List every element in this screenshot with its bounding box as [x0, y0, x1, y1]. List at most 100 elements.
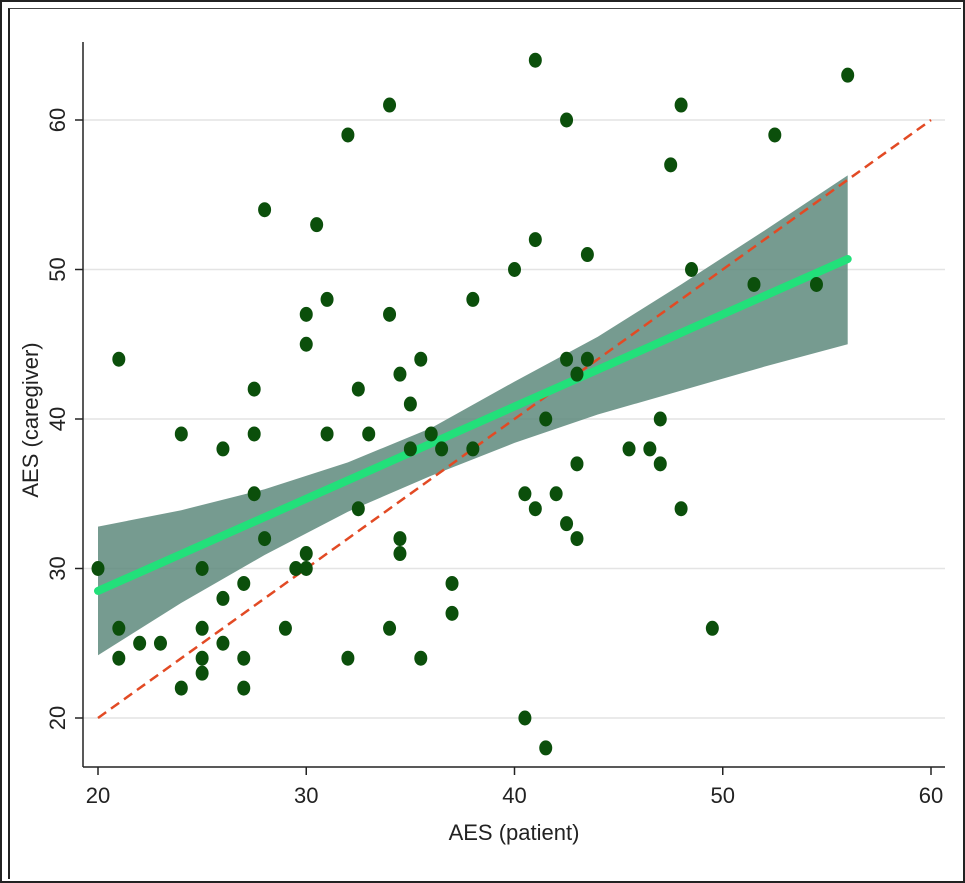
- data-point: [643, 441, 657, 457]
- data-point: [809, 276, 823, 292]
- data-point: [622, 441, 636, 457]
- data-point: [549, 486, 563, 502]
- data-point: [216, 590, 230, 606]
- data-point: [112, 351, 126, 367]
- data-point: [414, 650, 428, 666]
- data-point: [768, 127, 782, 143]
- data-point: [112, 620, 126, 636]
- data-point: [247, 381, 261, 397]
- data-point: [195, 620, 209, 636]
- data-point: [174, 680, 188, 696]
- fit-line: [94, 255, 852, 595]
- data-point: [435, 441, 449, 457]
- data-point: [393, 546, 407, 562]
- data-point: [508, 262, 521, 277]
- x-tick-label: 60: [919, 783, 943, 808]
- data-point: [299, 306, 313, 322]
- data-point: [841, 67, 855, 83]
- data-point: [560, 516, 574, 532]
- data-point: [580, 247, 594, 263]
- data-point: [705, 620, 719, 636]
- x-tick-label: 20: [86, 783, 110, 808]
- data-point: [560, 112, 574, 128]
- data-point: [216, 635, 230, 651]
- data-point: [424, 426, 438, 442]
- data-point: [216, 441, 230, 457]
- data-point: [560, 351, 574, 367]
- data-point: [299, 546, 313, 562]
- data-point: [653, 456, 667, 472]
- data-points: [91, 52, 855, 756]
- data-point: [466, 441, 480, 457]
- data-point: [174, 426, 188, 442]
- data-point: [528, 52, 542, 68]
- data-point: [393, 366, 407, 382]
- data-point: [653, 411, 667, 427]
- fit-line-layer: [94, 255, 852, 595]
- y-tick-label: 50: [45, 257, 70, 281]
- data-point: [320, 426, 334, 442]
- data-point: [362, 426, 376, 442]
- data-point: [445, 605, 459, 621]
- data-point: [133, 635, 147, 651]
- data-point: [289, 561, 303, 576]
- data-point: [237, 650, 251, 666]
- data-point: [466, 291, 480, 307]
- data-point: [237, 575, 251, 591]
- identity-line: [97, 118, 932, 720]
- data-point: [351, 381, 365, 397]
- data-point: [310, 217, 324, 233]
- data-point: [528, 501, 542, 517]
- data-point: [299, 336, 313, 352]
- y-tick-label: 40: [45, 407, 70, 431]
- x-tick-label: 50: [711, 783, 735, 808]
- data-point: [195, 561, 209, 576]
- data-point: [539, 740, 553, 756]
- data-point: [747, 276, 761, 292]
- data-point: [247, 486, 261, 502]
- data-point: [393, 531, 407, 547]
- data-point: [195, 650, 209, 666]
- x-tick-label: 30: [294, 783, 318, 808]
- data-point: [258, 202, 272, 218]
- data-point: [528, 232, 542, 248]
- y-tick-label: 60: [45, 108, 70, 132]
- confidence-band-layer: [98, 175, 848, 656]
- data-point: [153, 635, 167, 651]
- data-point: [570, 531, 584, 547]
- data-point: [580, 351, 594, 367]
- data-point: [674, 501, 688, 517]
- data-point: [414, 351, 428, 367]
- inner-frame: [8, 8, 961, 879]
- y-tick-label: 20: [45, 706, 70, 730]
- identity-line-layer: [97, 118, 932, 720]
- data-point: [445, 575, 459, 591]
- data-point: [664, 157, 678, 173]
- data-point: [351, 501, 365, 517]
- data-point: [237, 680, 251, 696]
- data-point: [320, 291, 334, 307]
- data-point: [112, 650, 126, 666]
- y-axis-title: AES (caregiver): [18, 342, 43, 497]
- data-point: [674, 97, 688, 113]
- data-point: [258, 531, 272, 547]
- data-point: [539, 411, 553, 427]
- data-point: [518, 710, 532, 726]
- data-point: [383, 97, 397, 113]
- data-point: [403, 396, 417, 412]
- data-point: [518, 486, 532, 502]
- data-point: [383, 620, 397, 636]
- x-axis-title: AES (patient): [449, 820, 580, 845]
- data-point: [341, 127, 355, 143]
- data-point: [278, 620, 292, 636]
- data-point: [570, 456, 584, 472]
- data-point: [685, 262, 699, 277]
- data-point: [403, 441, 417, 457]
- data-point: [247, 426, 261, 442]
- data-point: [91, 561, 105, 576]
- data-point: [570, 366, 584, 382]
- confidence-band: [98, 175, 848, 656]
- data-point: [383, 306, 397, 322]
